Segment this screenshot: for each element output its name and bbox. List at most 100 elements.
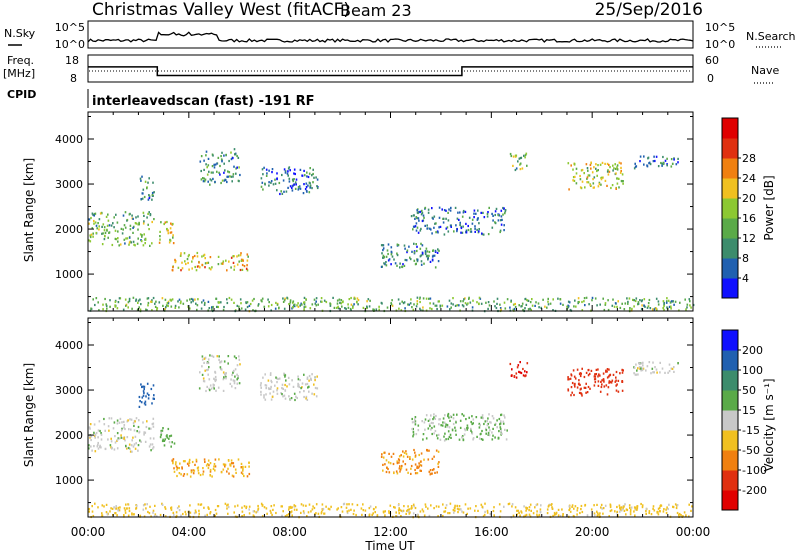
echo-cell	[223, 171, 225, 174]
echo-cell	[410, 505, 413, 508]
echo-cell	[486, 212, 489, 215]
echo-cell	[152, 509, 155, 512]
echo-cell	[435, 414, 437, 418]
echo-cell	[261, 300, 263, 303]
echo-cell	[270, 385, 272, 388]
echo-cell	[311, 174, 313, 177]
echo-cell	[97, 506, 99, 509]
echo-cell	[285, 379, 287, 382]
echo-cell	[151, 191, 154, 195]
echo-cell	[580, 392, 583, 396]
echo-cell	[546, 512, 549, 515]
echo-cell	[561, 508, 563, 511]
echo-cell	[140, 383, 142, 386]
echo-cell	[278, 181, 281, 185]
echo-cell	[171, 459, 173, 462]
echo-cell	[663, 303, 665, 306]
echo-cell	[618, 161, 621, 164]
echo-cell	[276, 178, 278, 181]
echo-cell	[126, 436, 129, 439]
echo-cell	[581, 309, 584, 312]
echo-cell	[307, 184, 309, 187]
echo-cell	[503, 229, 505, 232]
echo-cell	[241, 263, 244, 267]
echo-cell	[569, 377, 572, 380]
echo-cell	[622, 182, 624, 185]
y-tick-label: 1000	[55, 268, 83, 281]
echo-cell	[227, 512, 229, 515]
echo-cell	[293, 303, 296, 306]
echo-cell	[139, 439, 141, 442]
echo-cell	[105, 215, 108, 218]
echo-cell	[627, 302, 629, 305]
echo-cell	[116, 447, 119, 450]
echo-cell	[195, 458, 198, 461]
echo-cell	[445, 504, 448, 507]
echo-cell	[173, 470, 176, 473]
echo-cell	[559, 298, 561, 301]
echo-cell	[689, 304, 691, 307]
echo-cell	[515, 167, 518, 170]
echo-cell	[204, 460, 206, 463]
power-xticks	[87, 112, 694, 311]
echo-cell	[465, 229, 468, 232]
echo-cell	[197, 298, 199, 301]
echo-cell	[208, 170, 210, 173]
echo-cell	[499, 229, 502, 232]
echo-cell	[216, 505, 219, 508]
echo-cell	[446, 423, 449, 427]
echo-cell	[197, 265, 200, 268]
echo-cell	[429, 307, 431, 310]
echo-cell	[616, 168, 619, 171]
echo-cell	[424, 251, 427, 254]
echo-cell	[444, 425, 447, 428]
echo-cell	[655, 297, 658, 300]
echo-cell	[211, 354, 213, 357]
echo-cell	[393, 471, 395, 475]
echo-cell	[291, 514, 293, 517]
echo-cell	[633, 299, 635, 302]
echo-cell	[483, 216, 486, 219]
echo-cell	[208, 387, 210, 390]
echo-cell	[388, 471, 391, 474]
echo-cell	[452, 413, 455, 416]
echo-cell	[124, 242, 126, 245]
echo-cell	[387, 243, 390, 246]
echo-cell	[458, 438, 461, 441]
echo-cell	[252, 514, 255, 517]
echo-cell	[117, 509, 120, 512]
echo-cell	[88, 444, 90, 447]
echo-cell	[316, 375, 318, 378]
echo-cell	[388, 511, 390, 514]
echo-cell	[270, 511, 272, 514]
echo-cell	[445, 209, 447, 212]
echo-cell	[138, 306, 140, 309]
echo-cell	[596, 510, 598, 513]
echo-cell	[218, 458, 220, 461]
echo-cell	[378, 305, 380, 308]
echo-cell	[382, 249, 384, 252]
echo-cell	[487, 233, 490, 236]
echo-cell	[236, 154, 238, 158]
echo-cell	[494, 213, 496, 217]
echo-cell	[478, 222, 480, 225]
echo-cell	[602, 297, 604, 300]
echo-cell	[427, 211, 430, 214]
echo-cell	[117, 301, 120, 304]
echo-cell	[192, 298, 194, 301]
echo-cell	[488, 426, 490, 429]
echo-cell	[628, 297, 631, 300]
echo-cell	[404, 307, 406, 310]
echo-cell	[422, 306, 424, 309]
echo-cell	[203, 253, 206, 256]
echo-cell	[633, 510, 635, 513]
echo-cell	[145, 425, 148, 429]
echo-cell	[95, 224, 98, 227]
echo-cell	[637, 373, 639, 376]
echo-cell	[510, 374, 513, 377]
echo-cell	[147, 212, 149, 215]
echo-cell	[668, 370, 671, 373]
y-tick-label: 1000	[55, 474, 83, 487]
echo-cell	[284, 171, 287, 174]
echo-cell	[410, 472, 412, 475]
